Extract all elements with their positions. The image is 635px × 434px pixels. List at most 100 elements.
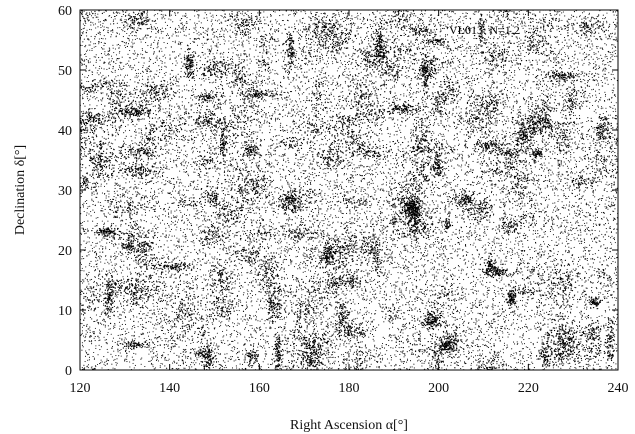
scatter-point [142,37,144,39]
scatter-point [388,214,390,216]
scatter-point [603,166,605,169]
scatter-point [298,282,300,284]
scatter-point [330,101,333,103]
scatter-point [283,318,285,320]
scatter-point [297,280,299,282]
scatter-point [175,318,177,320]
scatter-point [542,17,544,19]
scatter-point [509,171,511,174]
scatter-point [179,327,182,329]
scatter-point [181,41,183,43]
scatter-point [462,294,464,296]
scatter-point [104,117,106,119]
scatter-point [514,134,516,136]
scatter-point [554,207,556,209]
scatter-point [185,26,187,28]
scatter-point [118,52,120,54]
scatter-point [409,26,411,28]
scatter-point [410,27,412,29]
scatter-point [130,121,132,123]
scatter-point [505,257,507,259]
scatter-point [532,41,534,43]
scatter-point [411,366,413,368]
scatter-point [419,106,421,108]
scatter-point [452,50,454,52]
scatter-point [402,264,404,266]
scatter-point [501,313,503,315]
scatter-point [169,143,171,145]
scatter-point [390,208,392,210]
scatter-point [492,214,495,216]
scatter-point [595,353,597,355]
scatter-point [205,90,207,92]
scatter-point [485,226,487,228]
scatter-point [567,273,569,275]
scatter-point [515,237,517,239]
scatter-point [255,294,257,296]
scatter-point [163,73,165,75]
scatter-point [526,327,528,329]
scatter-point [130,103,132,105]
scatter-point [134,340,136,342]
scatter-point [193,32,195,34]
scatter-point [134,35,136,37]
scatter-point [255,162,257,164]
scatter-point [171,69,173,71]
scatter-point [179,189,181,191]
scatter-point [321,220,323,222]
scatter-point [545,42,547,44]
scatter-point [121,69,123,71]
scatter-point [606,290,608,292]
scatter-point [604,95,607,97]
scatter-point [373,82,376,84]
scatter-point [441,222,443,224]
scatter-point [506,148,508,150]
scatter-point [223,95,225,97]
scatter-point [466,184,468,186]
scatter-point [436,207,438,210]
scatter-point [143,313,145,315]
scatter-point [268,180,270,182]
scatter-point [215,31,217,33]
scatter-point [130,95,132,98]
scatter-point [604,18,606,20]
scatter-point [319,240,321,242]
scatter-point [474,227,476,229]
scatter-point [498,352,500,354]
scatter-point [268,58,270,60]
scatter-point [168,329,170,332]
scatter-point [122,328,124,330]
scatter-point [286,97,288,99]
scatter-point [217,42,219,44]
scatter-point [442,292,444,294]
scatter-point [546,59,548,61]
scatter-point [173,244,175,246]
scatter-point [347,86,350,88]
scatter-point [567,283,569,286]
scatter-point [610,145,612,147]
scatter-point [225,366,227,369]
scatter-point [553,299,555,301]
scatter-point [538,107,540,109]
scatter-point [543,61,546,63]
scatter-point [269,237,271,239]
scatter-point [175,111,177,113]
scatter-point [587,134,589,136]
scatter-point [167,331,169,333]
scatter-point [249,293,251,295]
scatter-point [99,21,101,23]
scatter-point [202,75,205,77]
scatter-point [385,150,387,152]
scatter-point [487,226,489,228]
scatter-point [402,117,404,119]
scatter-point [507,232,509,234]
scatter-point [321,83,323,85]
scatter-point [339,236,341,238]
scatter-point [201,121,204,123]
scatter-point [403,35,405,37]
scatter-point [392,317,394,319]
scatter-point [614,208,616,210]
scatter-point [192,128,194,131]
scatter-point [540,163,542,165]
scatter-point [184,340,186,342]
